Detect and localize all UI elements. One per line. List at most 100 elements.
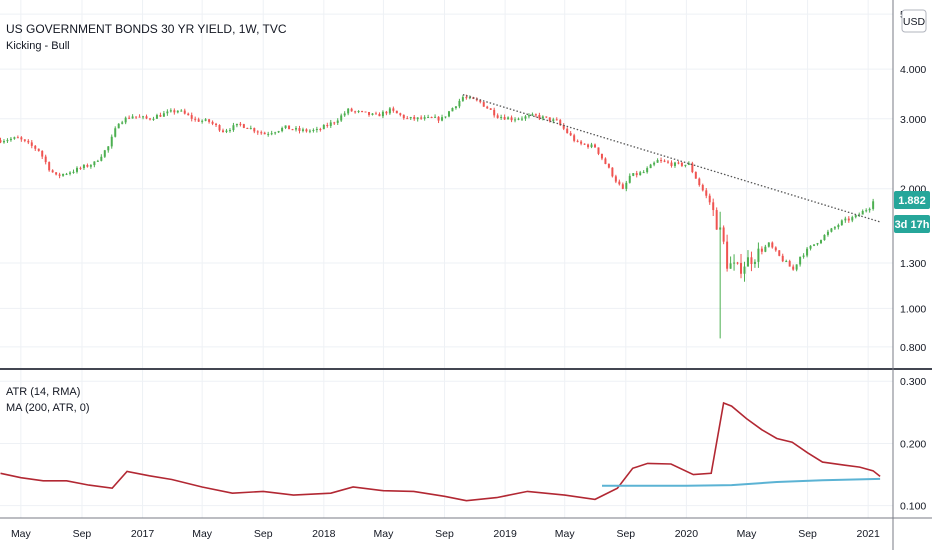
atr-tick-label: 0.300: [900, 376, 926, 388]
candle-up: [225, 130, 228, 132]
candle-down: [621, 184, 624, 189]
candle-down: [597, 147, 600, 154]
candle-up: [806, 248, 809, 256]
indicator-axis[interactable]: 0.300 0.200 0.100: [900, 376, 926, 512]
candle-up: [371, 113, 374, 115]
candle-down: [694, 172, 697, 179]
candle-up: [107, 146, 110, 151]
candle-down: [354, 111, 357, 113]
last-price-value: 1.882: [898, 195, 926, 207]
candle-up: [684, 164, 687, 166]
candle-down: [420, 117, 423, 119]
candle-up: [507, 117, 510, 120]
candle-down: [319, 129, 322, 131]
candle-down: [86, 165, 89, 167]
candle-down: [778, 250, 781, 256]
candle-up: [295, 128, 298, 130]
candle-down: [16, 137, 19, 139]
candle-down: [562, 125, 565, 129]
candle-up: [552, 119, 555, 122]
candle-down: [736, 262, 739, 264]
candle-up: [826, 231, 829, 235]
currency-button[interactable]: USD: [901, 9, 927, 33]
candle-down: [573, 135, 576, 141]
candle-down: [847, 218, 850, 221]
candle-up: [795, 264, 798, 270]
candle-down: [611, 167, 614, 177]
candle-down: [545, 116, 548, 118]
candle-down: [548, 117, 551, 122]
candle-up: [861, 211, 864, 215]
candle-down: [635, 173, 638, 176]
candle-up: [131, 116, 134, 119]
candle-down: [260, 132, 263, 134]
candle-up: [649, 164, 652, 169]
chart-title: US GOVERNMENT BONDS 30 YR YIELD, 1W, TVC: [6, 22, 287, 36]
candle-down: [37, 148, 40, 151]
candle-down: [792, 266, 795, 270]
candle-up: [204, 119, 207, 121]
candle-down: [159, 115, 162, 117]
candle-down: [350, 108, 353, 112]
candle-up: [833, 227, 836, 229]
candle-down: [489, 108, 492, 110]
candle-up: [458, 100, 461, 107]
candle-up: [388, 108, 391, 114]
candle-up: [423, 117, 426, 119]
candle-up: [103, 150, 106, 157]
candle-down: [27, 140, 30, 143]
candle-down: [774, 247, 777, 251]
candle-up: [625, 182, 628, 189]
atr-label: ATR (14, RMA): [6, 386, 80, 398]
candle-up: [336, 120, 339, 123]
candle-down: [305, 129, 308, 132]
candle-up: [62, 173, 65, 176]
candle-down: [740, 262, 743, 274]
candle-down: [510, 117, 513, 121]
candle-up: [628, 175, 631, 183]
candle-down: [197, 119, 200, 122]
candle-down: [208, 119, 211, 122]
candle-up: [639, 172, 642, 176]
ma-label: MA (200, ATR, 0): [6, 402, 90, 414]
candle-down: [173, 110, 176, 113]
candle-up: [447, 111, 450, 117]
time-tick-label: May: [11, 528, 32, 540]
candle-down: [135, 116, 138, 118]
candle-up: [267, 133, 270, 135]
candle-up: [2, 141, 5, 143]
candle-up: [517, 118, 520, 120]
time-tick-label: 2019: [493, 528, 517, 540]
candle-down: [594, 144, 597, 148]
candle-up: [308, 130, 311, 132]
trendline[interactable]: [462, 94, 881, 223]
candle-down: [30, 142, 33, 146]
candle-down: [0, 140, 2, 143]
candle-up: [854, 215, 857, 218]
time-axis[interactable]: May Sep 2017 May Sep 2018 May Sep 2019 May Sep 2020…: [11, 528, 880, 540]
candle-up: [301, 129, 304, 131]
candle-up: [687, 163, 690, 165]
candle-up: [653, 162, 656, 165]
candle-up: [315, 129, 318, 131]
candle-up: [632, 173, 635, 176]
candle-down: [55, 172, 58, 175]
candle-down: [486, 106, 489, 109]
candle-down: [41, 150, 44, 157]
candle-up: [809, 245, 812, 249]
candle-down: [242, 124, 245, 128]
candle-down: [708, 195, 711, 203]
candle-up: [9, 138, 12, 141]
candle-down: [51, 170, 54, 173]
currency-label: USD: [903, 16, 926, 28]
candle-down: [194, 118, 197, 120]
candle-up: [743, 266, 746, 274]
candle-down: [701, 185, 704, 191]
time-tick-label: May: [737, 528, 758, 540]
candle-up: [235, 123, 238, 126]
price-tick-label: 4.000: [900, 64, 926, 76]
candle-up: [180, 110, 183, 112]
candle-down: [374, 113, 377, 115]
